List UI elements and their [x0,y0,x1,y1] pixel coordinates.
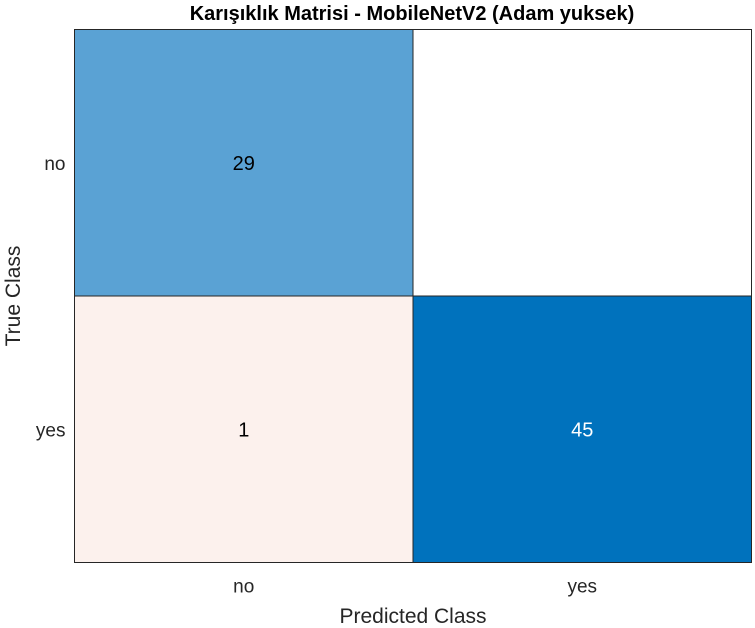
matrix-value-yes-no: 1 [238,419,249,441]
x-tick-no: no [233,577,254,598]
x-tick-labels: no yes [233,577,597,598]
matrix-cells [74,29,752,563]
y-tick-labels: no yes [36,154,66,442]
y-axis-label: True Class [2,246,25,347]
matrix-cell-no-no [74,29,414,297]
y-tick-yes: yes [36,420,66,441]
x-axis-label: Predicted Class [339,605,486,628]
matrix-cell-labels: 29 1 45 [233,153,594,442]
matrix-cell-no-yes [412,29,752,297]
matrix-cell-yes-yes [412,295,752,563]
chart-title: Karışıklık Matrisi - MobileNetV2 (Adam y… [190,3,635,25]
x-tick-yes: yes [567,577,597,598]
plot-frame [74,29,752,563]
matrix-cell-yes-no [74,295,414,563]
matrix-value-yes-yes: 45 [571,419,593,441]
y-tick-no: no [44,154,65,175]
matrix-value-no-no: 29 [233,153,255,175]
